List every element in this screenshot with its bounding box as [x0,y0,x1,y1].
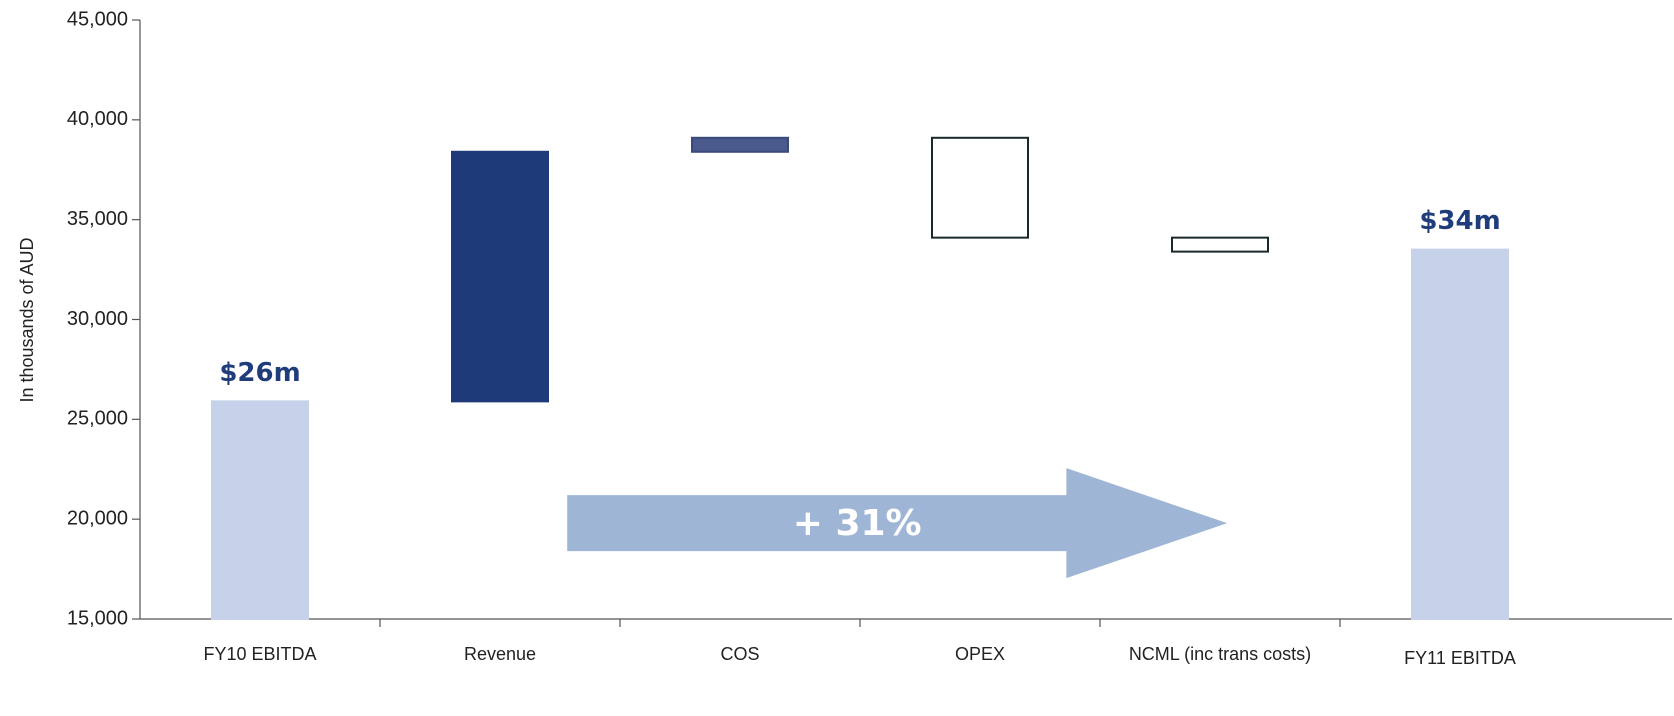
bar [1171,236,1269,253]
value-label: $26m [219,358,300,388]
y-tick-label: 15,000 [67,607,128,629]
bar [451,150,549,403]
y-tick-label: 35,000 [67,208,128,230]
growth-label: + 31% [793,503,922,544]
y-tick-label: 45,000 [67,8,128,30]
value-label: $34m [1419,206,1500,236]
x-tick-label: NCML (inc trans costs) [1129,644,1311,664]
y-tick-label: 20,000 [67,507,128,529]
x-tick-label: FY11 EBITDA [1404,648,1516,668]
y-tick-label: 40,000 [67,108,128,130]
x-tick-label: OPEX [955,644,1005,664]
growth-arrow [567,468,1228,579]
bar [691,136,789,153]
y-tick-label: 25,000 [67,408,128,430]
y-axis-label: In thousands of AUD [17,237,37,402]
bar [1411,248,1509,620]
x-tick-label: COS [720,644,759,664]
y-tick-label: 30,000 [67,308,128,330]
bar [211,400,309,621]
x-tick-label: FY10 EBITDA [203,644,316,664]
bar [931,136,1029,239]
x-tick-label: Revenue [464,644,536,664]
